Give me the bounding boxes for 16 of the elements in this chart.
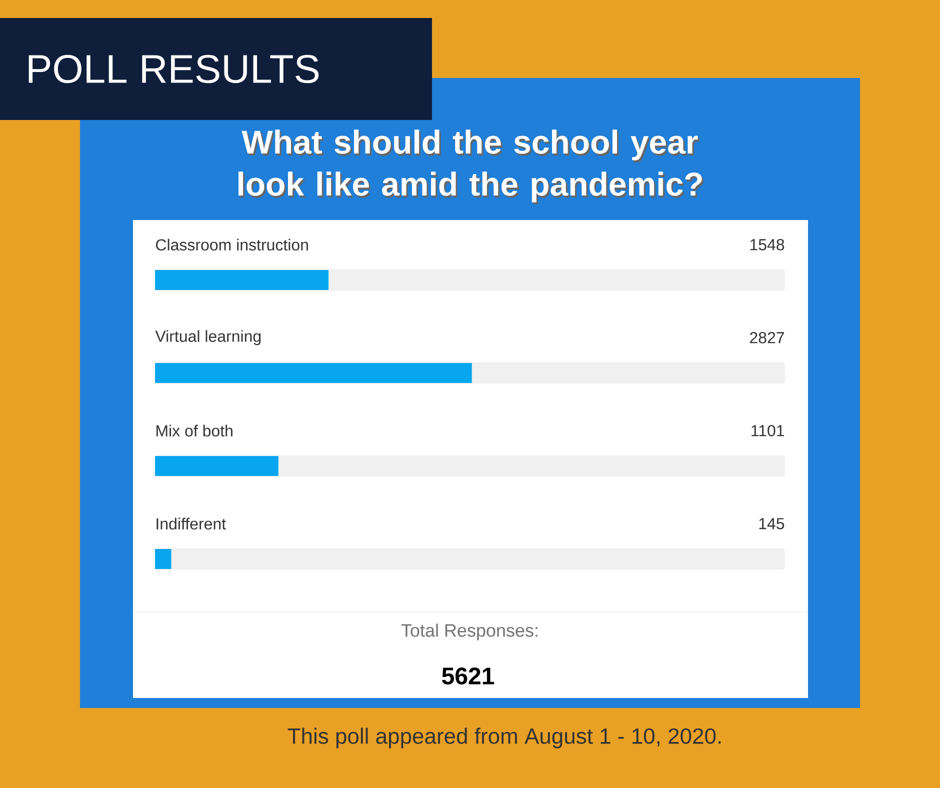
text: This poll appeared from August 1 - 10, 2020.: [288, 728, 721, 748]
text: POLL RESULTS: [28, 54, 319, 84]
text: Total Responses:: [401, 624, 538, 640]
y-tick-label: Classroom instruction: [156, 238, 308, 251]
data-label: 2827: [750, 332, 784, 344]
y-tick-label: Mix of both: [156, 424, 232, 437]
y-tick-label: Indifferent: [156, 518, 226, 530]
text: 5621: [442, 668, 494, 684]
data-label: 1548: [750, 239, 784, 250]
bar: [155, 270, 328, 290]
data-label: 145: [759, 518, 784, 530]
bar: [155, 549, 172, 569]
data-label: 1101: [752, 425, 784, 436]
y-tick-label: Virtual learning: [155, 330, 261, 346]
chart-title: What should the school year look like amid the pandemic?: [240, 132, 704, 204]
bar: [155, 456, 278, 476]
